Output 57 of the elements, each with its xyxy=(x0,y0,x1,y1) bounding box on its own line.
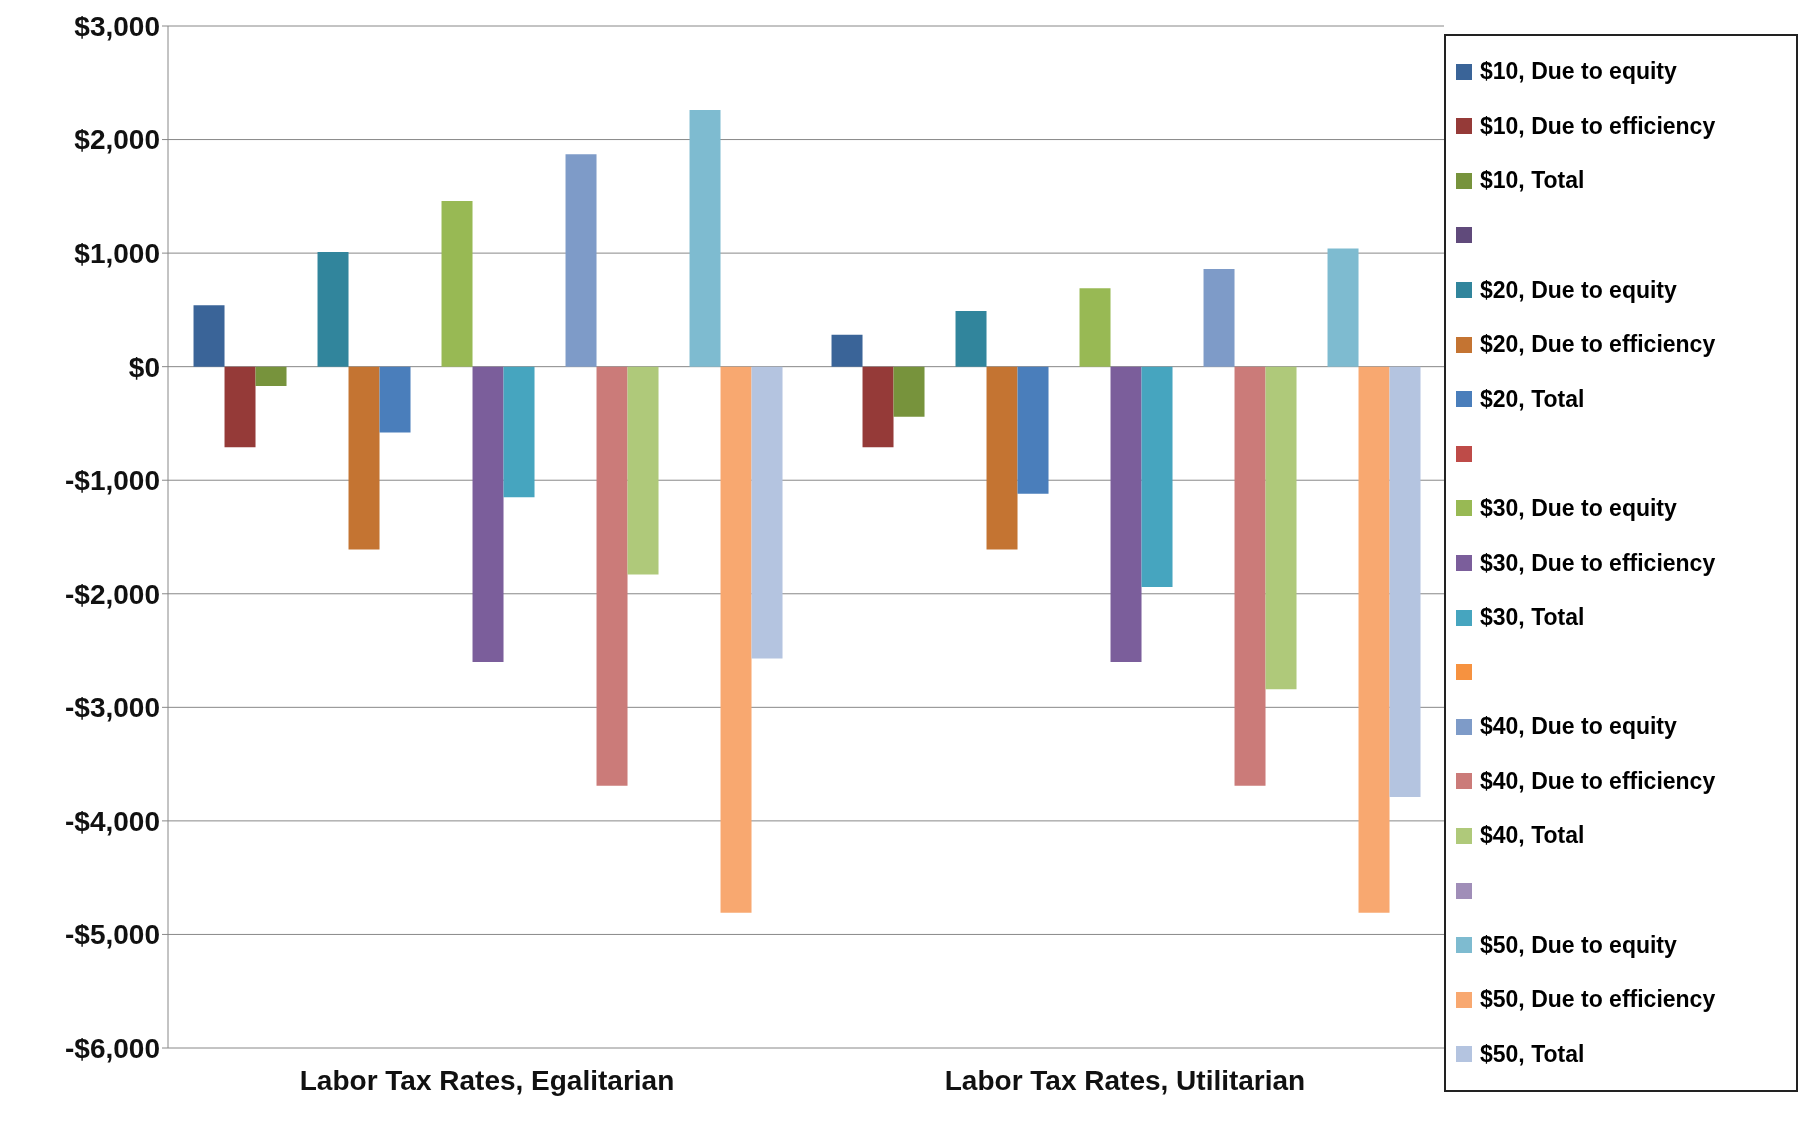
legend-label: $50, Total xyxy=(1480,1040,1585,1068)
bar xyxy=(1203,269,1235,367)
bar xyxy=(689,110,721,367)
bar xyxy=(893,366,925,417)
bar xyxy=(565,154,597,367)
legend-label: $20, Due to equity xyxy=(1480,276,1677,304)
bar xyxy=(1327,248,1359,367)
bar xyxy=(720,366,752,913)
bar xyxy=(596,366,628,786)
legend-label: $30, Total xyxy=(1480,604,1585,632)
y-tick-label: -$3,000 xyxy=(65,692,160,724)
bar xyxy=(1110,366,1142,662)
bar xyxy=(224,366,256,448)
bar xyxy=(348,366,380,550)
bar xyxy=(1358,366,1390,913)
legend-label: $40, Due to efficiency xyxy=(1480,767,1716,795)
y-tick-label: $2,000 xyxy=(74,124,160,156)
bar xyxy=(862,366,894,448)
bar xyxy=(255,366,287,386)
bar xyxy=(1079,288,1111,367)
legend-label: $50, Due to equity xyxy=(1480,931,1677,959)
bar xyxy=(1389,366,1421,798)
legend-label: $20, Due to efficiency xyxy=(1480,331,1716,359)
y-tick-label: $1,000 xyxy=(74,238,160,270)
bar xyxy=(472,366,504,662)
legend-label: $10, Due to efficiency xyxy=(1480,112,1716,140)
bar xyxy=(193,305,225,367)
legend-label: $40, Total xyxy=(1480,822,1585,850)
bar xyxy=(317,251,349,367)
legend-label: $30, Due to efficiency xyxy=(1480,549,1716,577)
y-tick-label: -$6,000 xyxy=(65,1032,160,1064)
x-tick-label: Labor Tax Rates, Egalitarian xyxy=(299,1064,675,1096)
bar xyxy=(627,366,659,575)
bar xyxy=(1141,366,1173,587)
bar xyxy=(751,366,783,659)
legend-label: $40, Due to equity xyxy=(1480,713,1677,741)
y-tick-label: -$2,000 xyxy=(65,578,160,610)
bar xyxy=(503,366,535,498)
bar xyxy=(1265,366,1297,690)
bar xyxy=(986,366,1018,550)
bar xyxy=(1017,366,1049,494)
legend-label: $20, Total xyxy=(1480,385,1585,413)
y-tick-label: -$5,000 xyxy=(65,919,160,951)
y-tick-label: -$1,000 xyxy=(65,465,160,497)
bar xyxy=(955,311,987,367)
bar xyxy=(1234,366,1266,786)
legend-label: $10, Total xyxy=(1480,167,1585,195)
legend-label: $50, Due to efficiency xyxy=(1480,986,1716,1014)
x-tick-label: Labor Tax Rates, Utilitarian xyxy=(944,1064,1306,1096)
bar xyxy=(441,200,473,367)
bar xyxy=(379,366,411,433)
bar xyxy=(831,334,863,367)
legend-label: $10, Due to equity xyxy=(1480,58,1677,86)
y-tick-label: $0 xyxy=(128,351,160,383)
y-tick-label: $3,000 xyxy=(74,10,160,42)
legend-label: $30, Due to equity xyxy=(1480,494,1677,522)
y-tick-label: -$4,000 xyxy=(65,805,160,837)
